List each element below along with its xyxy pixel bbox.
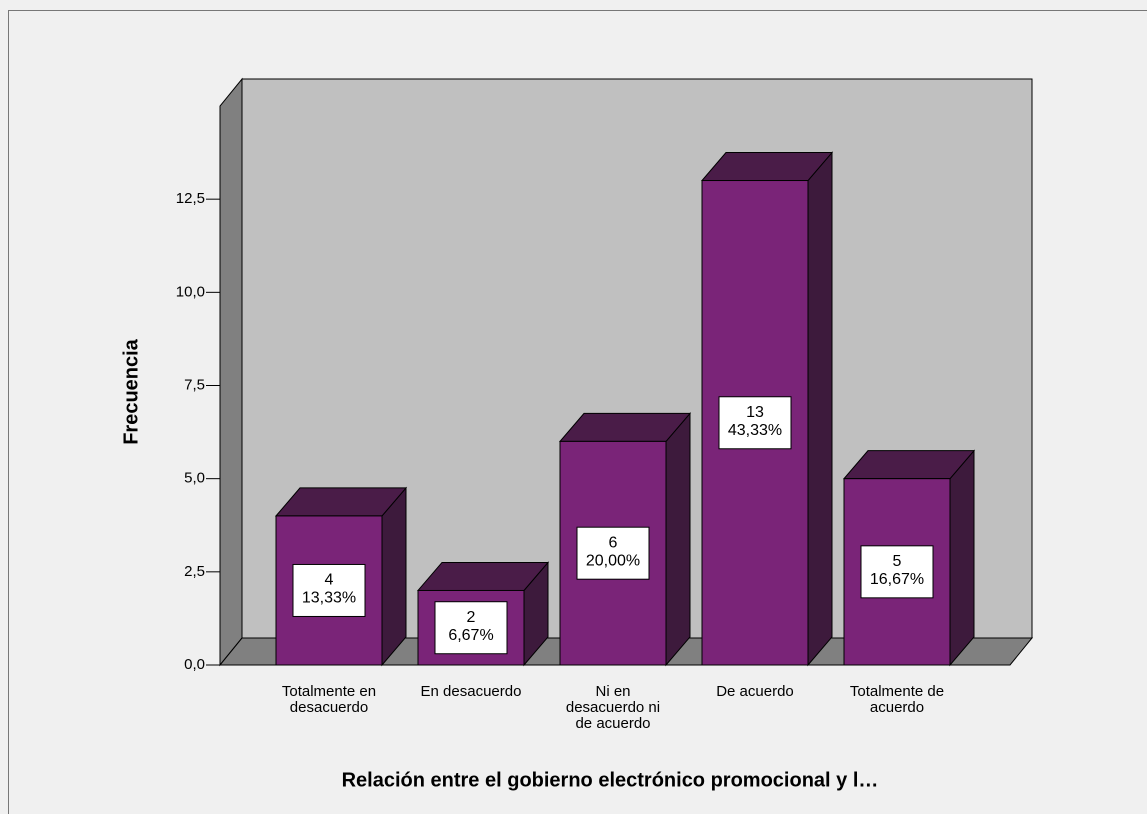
bar-side [381, 486, 407, 667]
y-tick-label: 5,0 [184, 470, 205, 487]
data-label-box [434, 601, 508, 655]
bar-side [949, 449, 975, 667]
data-label: 6,67% [448, 627, 493, 644]
data-label: 43,33% [728, 422, 782, 439]
y-tick-label: 12,5 [176, 190, 205, 207]
data-label-box [292, 563, 366, 617]
data-label: 6 [609, 534, 618, 551]
x-axis-title: Relación entre el gobierno electrónico p… [342, 769, 879, 791]
x-tick-label: De acuerdo [716, 683, 794, 700]
side-wall [219, 77, 243, 667]
bar-side [807, 151, 833, 667]
x-tick-label: En desacuerdo [420, 683, 522, 700]
y-tick-label: 10,0 [176, 283, 205, 300]
x-tick-label: Totalmente en desacuerdo [281, 683, 377, 716]
y-tick-label: 2,5 [184, 563, 205, 580]
data-label: 4 [325, 572, 334, 589]
bar-side [665, 412, 691, 667]
data-label-box [576, 526, 650, 580]
data-label: 5 [893, 553, 902, 570]
x-tick-label: Totalmente de acuerdo [849, 683, 945, 716]
data-label: 13,33% [302, 590, 356, 607]
data-label: 2 [467, 609, 476, 626]
y-axis-title: Frecuencia [120, 338, 142, 444]
y-tick-label: 7,5 [184, 376, 205, 393]
data-label: 20,00% [586, 552, 640, 569]
data-label: 16,67% [870, 571, 924, 588]
data-label-box [860, 545, 934, 599]
data-label-box [718, 396, 792, 450]
data-label: 13 [746, 404, 764, 421]
x-tick-label: Ni en desacuerdo ni de acuerdo [565, 683, 661, 732]
y-tick-label: 0,0 [184, 656, 205, 673]
